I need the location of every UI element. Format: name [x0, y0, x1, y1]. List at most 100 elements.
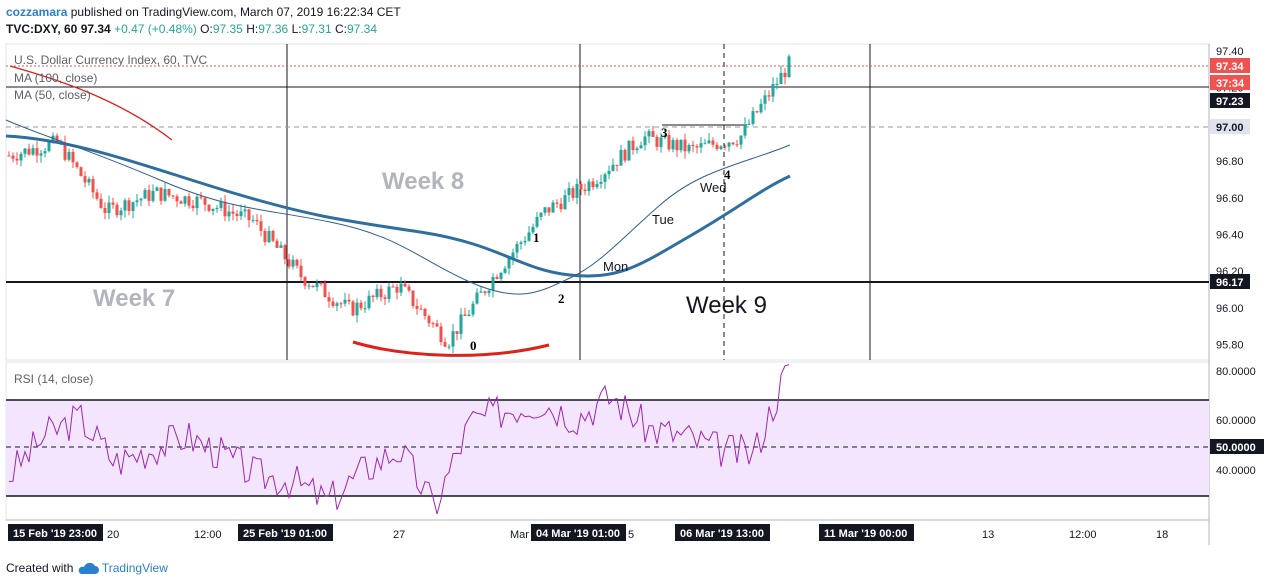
candle-body — [335, 303, 339, 306]
candle-body — [35, 148, 39, 156]
candle-body — [215, 207, 219, 209]
price-axis-label: 96.40 — [1216, 230, 1244, 242]
candle-body — [711, 140, 715, 145]
candle-body — [55, 135, 59, 142]
candle-body — [463, 314, 467, 316]
candle-body — [379, 288, 383, 298]
candle-body — [755, 111, 759, 113]
candle-body — [451, 331, 455, 347]
price-axis-label: 96.00 — [1216, 303, 1244, 315]
published-text: published on TradingView.com, March 07, … — [70, 5, 401, 19]
candle-body — [315, 282, 319, 288]
candle-body — [647, 131, 651, 137]
candle-body — [203, 197, 207, 205]
high-label: H: — [246, 22, 259, 36]
candle-body — [731, 142, 735, 145]
rsi-axis-label: 60.0000 — [1216, 415, 1256, 427]
candle-body — [119, 210, 123, 216]
time-badge-bg — [531, 524, 626, 541]
candle-body — [787, 56, 791, 78]
candle-body — [411, 290, 415, 306]
candle-body — [99, 198, 103, 208]
time-axis-label: Mar — [510, 529, 529, 541]
candle-body — [431, 323, 435, 325]
candle-body — [11, 155, 15, 159]
candle-body — [611, 164, 615, 171]
candle-body — [671, 140, 675, 150]
point-1: 1 — [533, 230, 540, 245]
candle-body — [303, 277, 307, 286]
time-badge: 15 Feb '19 23:00 — [13, 528, 97, 540]
candle-body — [67, 151, 71, 160]
candle-body — [267, 230, 271, 243]
footer: Created with TradingView — [6, 561, 168, 576]
candle-body — [75, 162, 79, 168]
candle-body — [467, 314, 471, 316]
time-badge: 06 Mar '19 13:00 — [680, 528, 764, 540]
candle-body — [515, 243, 519, 253]
candle-body — [187, 196, 191, 206]
candle-body — [695, 146, 699, 148]
candle-body — [175, 196, 179, 202]
candle-body — [231, 211, 235, 214]
high-value: 97.36 — [258, 22, 289, 36]
time-axis-label: 12:00 — [1069, 529, 1097, 541]
candle-body — [71, 151, 75, 163]
time-badge-bg — [8, 524, 103, 541]
candle-body — [343, 299, 347, 304]
candle-body — [423, 308, 427, 317]
time-axis-label: 18 — [1156, 529, 1168, 541]
candle-body — [407, 286, 411, 291]
candle-body — [683, 139, 687, 152]
created-with-text: Created with — [6, 561, 74, 575]
candle-body — [763, 95, 767, 104]
candle-body — [311, 285, 315, 288]
tradingview-brand-link[interactable]: TradingView — [101, 561, 168, 575]
candle-body — [587, 181, 591, 192]
candle-body — [383, 297, 387, 299]
candle-body — [691, 144, 695, 147]
candle-body — [299, 265, 303, 278]
candle-body — [663, 135, 667, 138]
candle-body — [519, 242, 523, 244]
candle-body — [627, 140, 631, 161]
candle-body — [131, 202, 135, 211]
candle-body — [563, 195, 567, 210]
candle-body — [247, 209, 251, 221]
candle-body — [455, 331, 459, 334]
candle-body — [7, 155, 11, 157]
time-axis-label: 12:00 — [194, 529, 222, 541]
candle-body — [783, 72, 787, 78]
candle-body — [523, 240, 527, 243]
candle-body — [363, 308, 367, 310]
low-value: 97.31 — [301, 22, 332, 36]
candle-body — [779, 72, 783, 85]
candle-body — [355, 302, 359, 316]
candle-body — [543, 207, 547, 213]
candle-body — [635, 148, 639, 151]
candle-body — [95, 192, 99, 199]
candle-body — [487, 290, 491, 294]
week8-label: Week 8 — [382, 168, 464, 195]
ma100-upper-red — [9, 65, 173, 141]
candle-body — [195, 196, 199, 209]
candle-body — [743, 124, 747, 136]
candle-body — [251, 219, 255, 221]
candle-body — [327, 297, 331, 302]
author-link[interactable]: cozzamara — [6, 5, 68, 19]
candle-body — [443, 342, 447, 347]
candle-body — [655, 136, 659, 147]
time-badge: 11 Mar '19 00:00 — [824, 528, 907, 540]
candle-body — [219, 201, 223, 208]
candle-body — [155, 187, 159, 191]
candle-body — [271, 230, 275, 241]
candle-body — [235, 213, 239, 216]
point-3: 3 — [661, 125, 668, 140]
symbol-name: TVC:DXY, 60 — [6, 22, 78, 36]
candle-body — [771, 84, 775, 97]
close-value: 97.34 — [346, 22, 377, 36]
candle-body — [375, 288, 379, 298]
candle-body — [307, 285, 311, 287]
candle-body — [127, 200, 131, 211]
